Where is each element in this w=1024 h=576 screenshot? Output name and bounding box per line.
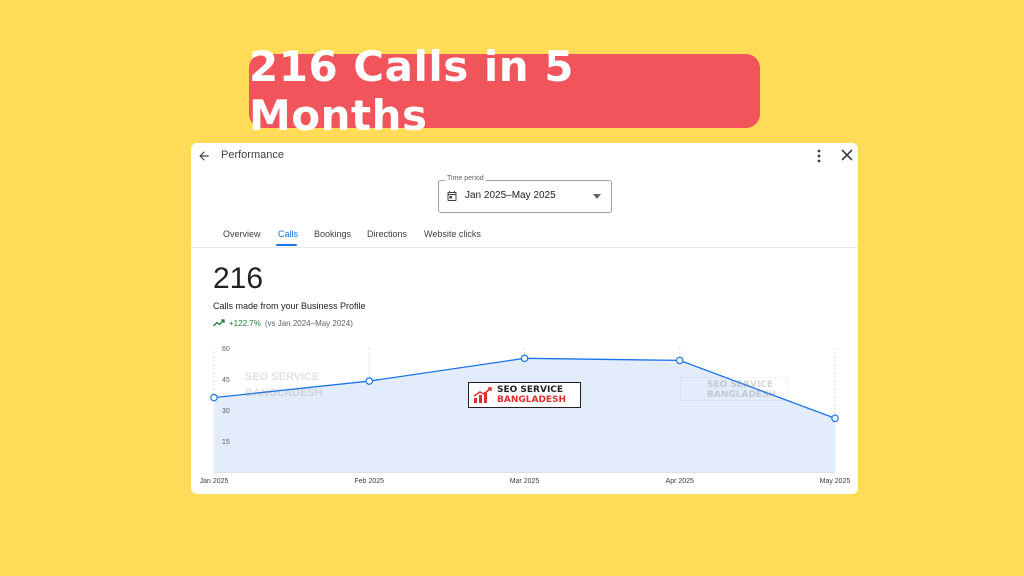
x-tick-label: May 2025: [820, 478, 851, 485]
tab-directions[interactable]: Directions: [367, 229, 408, 239]
watermark-logo-line2: BANGLADESH: [497, 395, 567, 405]
trend-percent: +122.7%: [229, 318, 261, 328]
time-period-value: Jan 2025–May 2025: [465, 190, 556, 201]
trending-up-icon: [213, 319, 225, 327]
headline-banner: 216 Calls in 5 Months: [249, 42, 760, 140]
tab-website-clicks[interactable]: Website clicks: [424, 229, 481, 239]
panel-header: Performance: [191, 143, 858, 169]
panel-title: Performance: [221, 149, 284, 161]
watermark-faded-left-line1: SEO SERVICE: [245, 371, 319, 383]
active-tab-indicator: [276, 244, 297, 246]
dropdown-arrow-icon: [593, 194, 601, 199]
watermark-faded-right-line1: SEO SERVICE: [707, 380, 774, 390]
x-axis-labels: Jan 2025 Feb 2025 Mar 2025 Apr 2025 May 2025: [200, 478, 851, 485]
y-tick-label: 15: [222, 439, 230, 446]
data-point[interactable]: [831, 414, 839, 423]
x-tick-label: Feb 2025: [354, 478, 384, 485]
back-arrow-icon[interactable]: [197, 149, 211, 163]
data-point[interactable]: [365, 377, 374, 385]
watermark-faded-left-line2: BANGLADESH: [245, 387, 323, 399]
calls-caption: Calls made from your Business Profile: [213, 301, 366, 311]
tab-overview[interactable]: Overview: [223, 229, 261, 239]
series-points: [210, 354, 839, 423]
data-point[interactable]: [210, 393, 218, 402]
headline-text: 216 Calls in 5 Months: [249, 42, 575, 140]
calls-chart: 60 45 30 15 SEO SERVICE BANGLADESH Jan 2025…: [200, 346, 851, 485]
data-point[interactable]: [520, 354, 529, 363]
trend-comparison: (vs Jan 2024–May 2024): [264, 318, 353, 328]
watermarks: SEO SERVICE BANGLADESH: [245, 371, 323, 399]
watermark-faded-right: SEO SERVICE BANGLADESH: [680, 377, 788, 401]
calendar-icon: [447, 191, 457, 201]
x-tick-label: Jan 2025: [200, 478, 229, 485]
x-tick-label: Apr 2025: [666, 478, 695, 485]
tab-calls[interactable]: Calls: [278, 229, 299, 239]
x-tick-label: Mar 2025: [510, 478, 540, 485]
y-axis-ticks: 60 45 30 15: [222, 346, 230, 446]
watermark-faded-right-line2: BANGLADESH: [707, 390, 777, 400]
series-area: [214, 358, 835, 472]
close-icon[interactable]: [841, 149, 853, 161]
bar-chart-logo-icon: [473, 387, 492, 403]
watermark-logo: SEO SERVICE BANGLADESH: [468, 382, 581, 408]
more-vert-icon[interactable]: [814, 149, 824, 163]
watermark-logo-line1: SEO SERVICE: [497, 385, 564, 395]
calls-total: 216: [213, 262, 264, 295]
time-period-select[interactable]: Time period Jan 2025–May 2025: [438, 175, 612, 213]
y-tick-label: 60: [222, 346, 230, 353]
tab-bookings[interactable]: Bookings: [314, 229, 352, 239]
y-tick-label: 45: [222, 377, 230, 384]
watermark-faded-left: SEO SERVICE BANGLADESH: [245, 371, 323, 399]
metric-tabs: Overview Calls Bookings Directions Websi…: [191, 225, 858, 248]
y-tick-label: 30: [222, 408, 230, 415]
performance-panel: Performance Time period Jan 2025–May 202…: [191, 143, 858, 494]
trend-summary: +122.7% (vs Jan 2024–May 2024): [213, 317, 353, 329]
time-period-label: Time period: [445, 175, 486, 182]
data-point[interactable]: [675, 356, 684, 365]
